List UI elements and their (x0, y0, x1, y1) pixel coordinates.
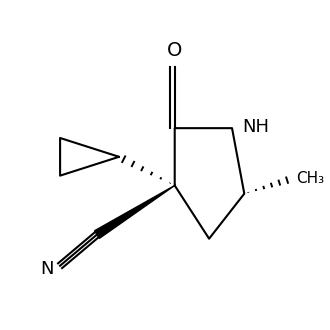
Polygon shape (94, 185, 175, 238)
Text: N: N (40, 260, 53, 278)
Text: NH: NH (242, 117, 269, 136)
Text: O: O (167, 41, 182, 60)
Text: CH₃: CH₃ (296, 171, 324, 186)
